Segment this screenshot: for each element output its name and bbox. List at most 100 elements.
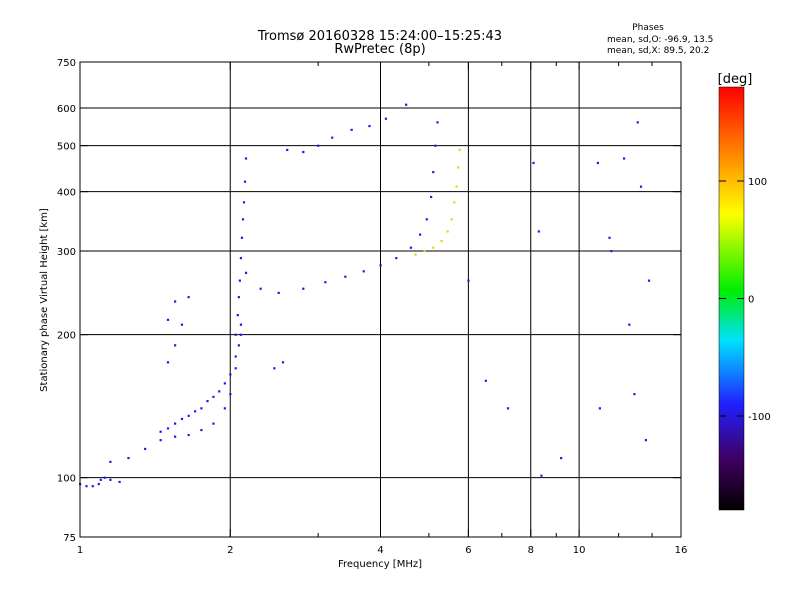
data-point <box>432 246 435 249</box>
data-point <box>159 439 162 442</box>
y-tick-label: 400 <box>57 188 76 199</box>
data-point <box>229 393 232 396</box>
data-point <box>647 279 651 282</box>
stats-x-line: mean, sd,X: 89.5, 20.2 <box>607 46 709 56</box>
data-point <box>212 395 215 398</box>
data-point <box>302 150 305 154</box>
data-point <box>97 482 100 486</box>
data-point <box>277 291 280 295</box>
data-point <box>432 171 435 174</box>
data-point <box>537 230 540 233</box>
data-point <box>159 430 162 433</box>
y-tick-label: 600 <box>57 104 76 115</box>
data-point <box>187 433 190 437</box>
data-point <box>286 148 289 152</box>
x-tick-label: 8 <box>528 545 534 556</box>
colorbar-ticks: 100 0 -100 <box>719 177 771 423</box>
data-point <box>166 318 170 321</box>
data-point <box>166 427 170 430</box>
data-point <box>633 393 636 396</box>
y-tick-labels: 75 100 200 300 400 500 600 750 <box>57 58 76 544</box>
data-points <box>79 103 651 488</box>
data-point <box>434 144 437 147</box>
data-point <box>212 422 215 425</box>
data-point <box>302 287 305 290</box>
data-point <box>467 279 470 282</box>
data-point <box>239 257 243 260</box>
data-point <box>85 485 88 488</box>
data-point <box>436 121 439 124</box>
data-point <box>639 185 643 188</box>
data-point <box>91 485 94 488</box>
data-point <box>384 117 388 120</box>
colorbar-label: [deg] <box>718 72 753 87</box>
data-point <box>281 361 285 364</box>
data-point <box>237 296 240 299</box>
chart-title: Tromsø 20160328 15:24:00–15:25:43 <box>257 29 502 44</box>
x-tick-label: 2 <box>227 545 233 556</box>
y-tick-label: 750 <box>57 58 76 69</box>
data-point <box>368 124 371 128</box>
y-tick-label: 75 <box>63 533 76 544</box>
data-point <box>636 121 639 124</box>
data-point <box>450 218 453 221</box>
stats-o-line: mean, sd,O: -96.9, 13.5 <box>607 35 713 45</box>
chart-subtitle: RwPretec (8p) <box>334 42 425 57</box>
data-point <box>240 236 244 239</box>
grid-lines <box>80 62 681 537</box>
data-point <box>608 236 611 239</box>
data-point <box>223 407 226 410</box>
data-point <box>239 333 243 336</box>
data-point <box>350 128 353 131</box>
x-tick-labels: 1 2 4 6 8 10 16 <box>77 545 688 556</box>
data-point <box>173 422 177 425</box>
data-point <box>598 407 601 410</box>
data-point <box>440 239 443 243</box>
plot-frame <box>79 61 682 538</box>
x-tick-label: 4 <box>377 545 383 556</box>
data-point <box>127 456 130 460</box>
data-point <box>173 300 177 303</box>
data-point <box>596 161 599 165</box>
data-point <box>103 476 106 479</box>
data-point <box>453 201 456 204</box>
data-point <box>218 390 221 393</box>
y-tick-label: 100 <box>57 474 76 485</box>
x-tick-label: 10 <box>573 545 586 556</box>
data-point <box>173 435 177 438</box>
data-point <box>173 344 177 347</box>
data-point <box>317 144 320 147</box>
y-tick-label: 300 <box>57 247 76 258</box>
colorbar-tick-label: 100 <box>748 177 767 188</box>
data-point <box>628 323 631 326</box>
data-point <box>180 323 184 326</box>
y-tick-label: 500 <box>57 142 76 153</box>
data-point <box>446 230 449 233</box>
data-point <box>540 474 543 477</box>
data-point <box>457 166 460 169</box>
data-point <box>458 148 461 152</box>
data-point <box>109 478 112 481</box>
stats-title: Phases <box>632 23 664 33</box>
data-point <box>234 367 237 370</box>
colorbar-tick-label: -100 <box>748 412 771 423</box>
y-tick-label: 200 <box>57 331 76 342</box>
data-point <box>239 323 243 326</box>
data-point <box>244 271 248 274</box>
data-point <box>455 185 458 188</box>
data-point <box>236 314 239 317</box>
data-point <box>187 296 190 299</box>
data-point <box>259 287 262 290</box>
data-point <box>430 195 433 199</box>
data-point <box>166 361 170 364</box>
data-point <box>344 275 347 278</box>
data-point <box>409 246 412 249</box>
data-point <box>237 344 240 347</box>
data-point <box>194 410 197 413</box>
data-point <box>144 447 147 451</box>
data-point <box>644 439 647 442</box>
data-point <box>118 480 121 484</box>
data-point <box>379 264 382 267</box>
data-point <box>234 333 237 336</box>
